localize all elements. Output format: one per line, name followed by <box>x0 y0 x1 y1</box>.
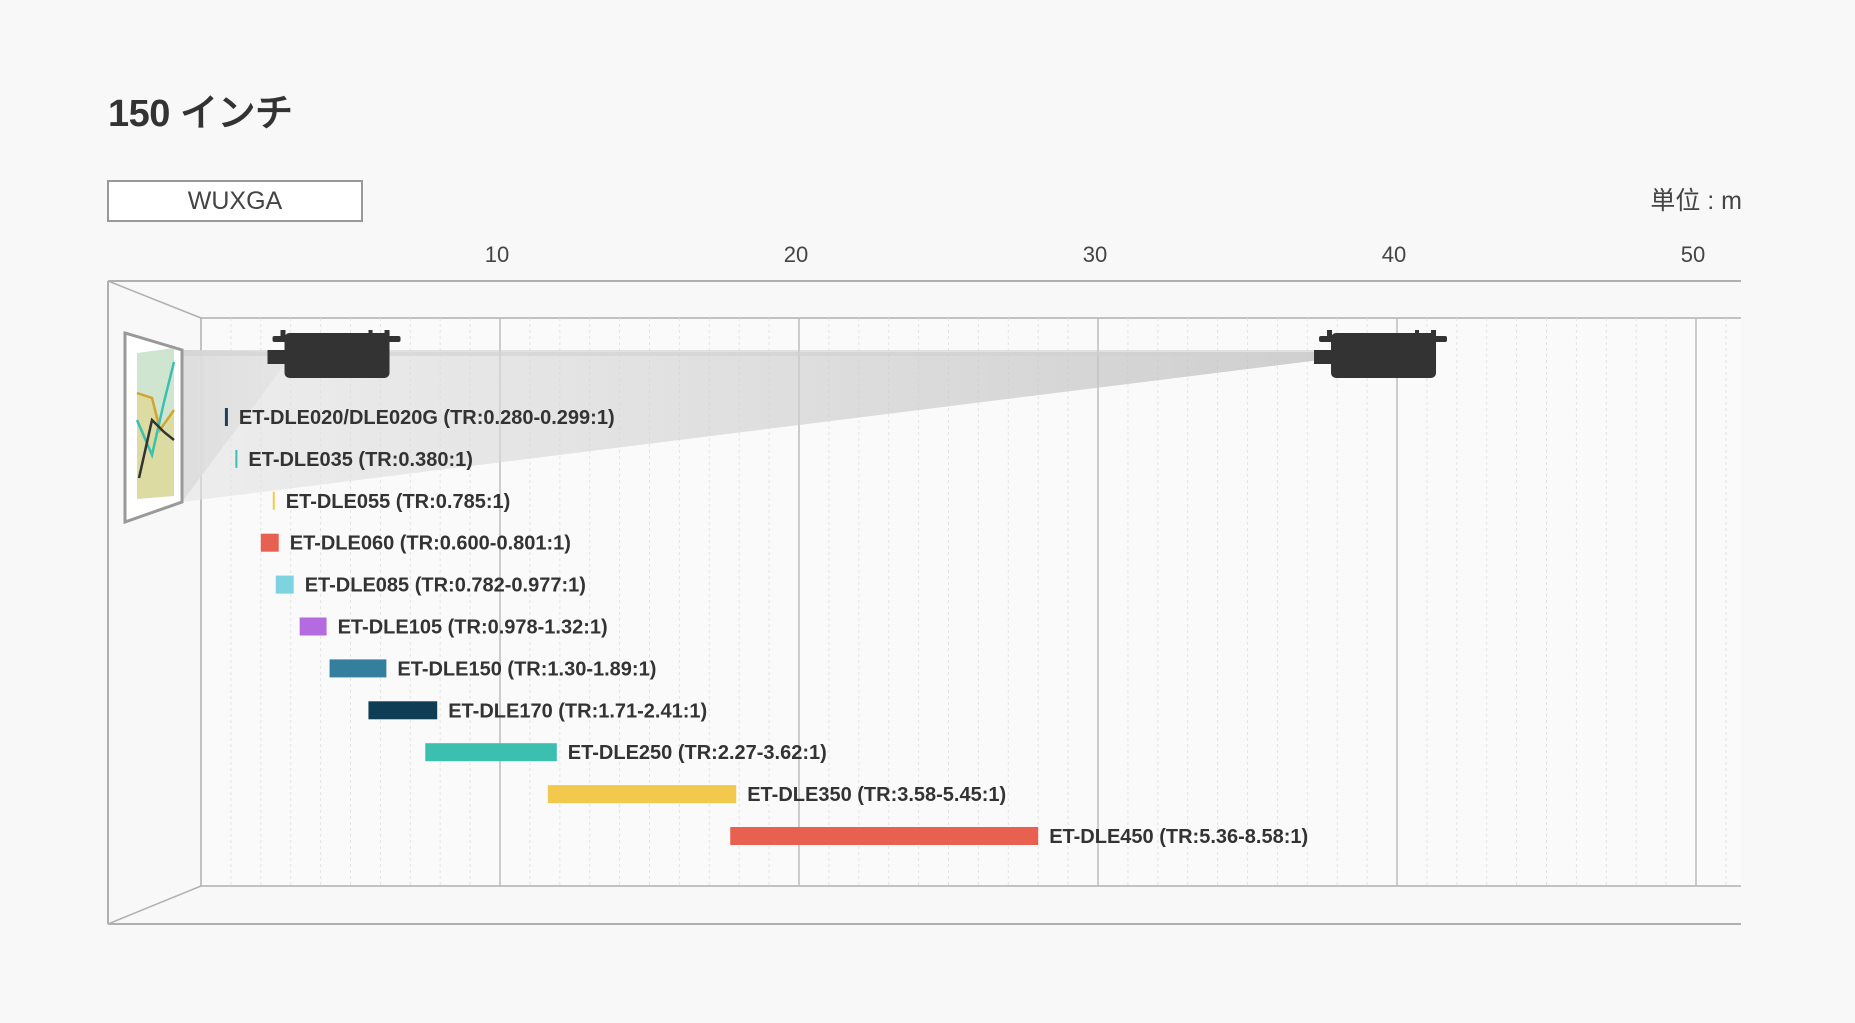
projector-icon <box>267 330 401 378</box>
range-bar <box>425 743 557 762</box>
range-bar <box>272 491 275 510</box>
range-bar <box>368 701 438 720</box>
bar-label: ET-DLE060 (TR:0.600-0.801:1) <box>290 533 571 555</box>
x-tick-label: 30 <box>1083 242 1107 267</box>
lens-row: ET-DLE060 (TR:0.600-0.801:1) <box>260 533 571 555</box>
beam-top-band <box>182 350 1337 356</box>
lens-row: ET-DLE170 (TR:1.71-2.41:1) <box>368 700 707 722</box>
screen-icon <box>123 330 184 525</box>
page-title: 150 インチ <box>108 93 293 135</box>
bar-label: ET-DLE350 (TR:3.58-5.45:1) <box>747 784 1006 806</box>
range-bar <box>299 617 327 636</box>
lens-row: ET-DLE350 (TR:3.58-5.45:1) <box>547 784 1006 806</box>
unit-label: 単位 : m <box>1650 187 1742 215</box>
bar-label: ET-DLE250 (TR:2.27-3.62:1) <box>568 742 827 764</box>
lens-row: ET-DLE250 (TR:2.27-3.62:1) <box>425 742 827 764</box>
chart-grid <box>230 318 1727 886</box>
range-bar <box>275 575 294 594</box>
bar-label: ET-DLE170 (TR:1.71-2.41:1) <box>448 700 707 722</box>
bar-label: ET-DLE085 (TR:0.782-0.977:1) <box>305 575 586 597</box>
range-bar <box>224 408 228 426</box>
projection-beams <box>182 350 1337 502</box>
lens-row: ET-DLE055 (TR:0.785:1) <box>272 491 511 513</box>
range-bar <box>235 449 238 468</box>
range-bar <box>329 659 387 678</box>
projector-icon <box>1314 330 1448 378</box>
bar-label: ET-DLE450 (TR:5.36-8.58:1) <box>1049 826 1308 848</box>
lens-row: ET-DLE150 (TR:1.30-1.89:1) <box>329 658 656 680</box>
bar-label: ET-DLE150 (TR:1.30-1.89:1) <box>397 658 656 680</box>
lens-row: ET-DLE035 (TR:0.380:1) <box>235 449 473 471</box>
lens-bars: ET-DLE020/DLE020G (TR:0.280-0.299:1) ET-D… <box>224 407 1308 848</box>
projectors <box>267 330 1448 378</box>
x-tick-label: 10 <box>485 242 509 267</box>
range-bar <box>730 827 1039 845</box>
lens-row: ET-DLE085 (TR:0.782-0.977:1) <box>275 575 586 597</box>
x-tick-label: 20 <box>784 242 808 267</box>
bar-label: ET-DLE105 (TR:0.978-1.32:1) <box>338 617 608 639</box>
bar-label: ET-DLE035 (TR:0.380:1) <box>248 449 473 471</box>
x-axis-ticks: 10 20 30 40 50 <box>485 242 1705 267</box>
x-tick-label: 40 <box>1382 242 1406 267</box>
bar-label: ET-DLE055 (TR:0.785:1) <box>286 491 511 513</box>
x-tick-label: 50 <box>1681 242 1705 267</box>
bar-label: ET-DLE020/DLE020G (TR:0.280-0.299:1) <box>239 407 615 429</box>
resolution-selector[interactable]: WUXGA <box>107 180 363 222</box>
range-bar <box>547 785 737 804</box>
lens-row: ET-DLE105 (TR:0.978-1.32:1) <box>299 617 608 639</box>
range-bar <box>260 533 279 552</box>
lens-row: ET-DLE450 (TR:5.36-8.58:1) <box>730 826 1308 848</box>
far-beam <box>182 350 1337 502</box>
lens-row: ET-DLE020/DLE020G (TR:0.280-0.299:1) <box>224 407 615 429</box>
